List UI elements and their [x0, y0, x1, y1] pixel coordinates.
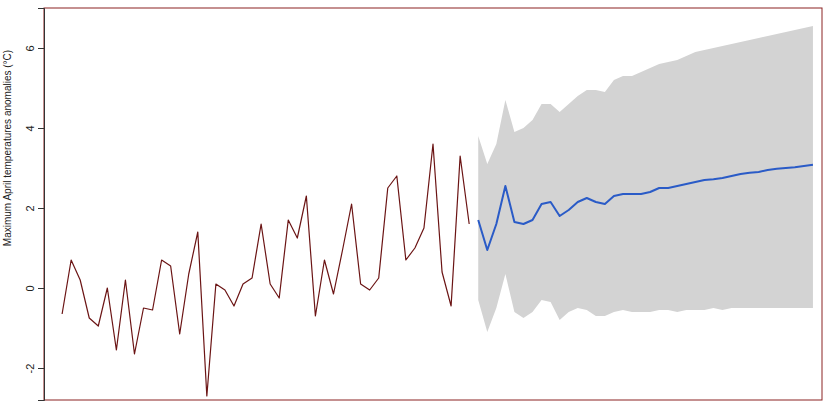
- plot-area: -2 0 2 4 6: [24, 8, 822, 401]
- chart: -2 0 2 4 6 Maximum April temperatures anomali…: [0, 0, 824, 402]
- y-tick-label: 2: [24, 205, 36, 211]
- y-tick-label: -2: [24, 364, 36, 374]
- y-tick-mark: [38, 208, 44, 209]
- y-tick: 6: [24, 45, 44, 51]
- y-axis: -2 0 2 4 6: [24, 9, 45, 401]
- y-tick: 0: [24, 285, 44, 291]
- forecast-line: [478, 165, 813, 250]
- y-axis-line: [38, 9, 45, 401]
- y-tick-mark: [38, 48, 44, 49]
- y-axis-title: Maximum April temperatures anomalies (°C…: [2, 50, 13, 246]
- y-tick-mark: [38, 128, 44, 129]
- y-tick: 2: [24, 205, 44, 211]
- y-tick-label: 4: [24, 125, 36, 131]
- marks: [62, 26, 813, 396]
- y-tick-mark: [38, 368, 44, 369]
- plot-frame: [44, 8, 822, 400]
- y-tick-label: 6: [24, 45, 36, 51]
- confidence-band: [478, 26, 813, 332]
- y-tick: -2: [24, 364, 44, 374]
- y-tick: 4: [24, 125, 44, 131]
- y-tick-label: 0: [24, 285, 36, 291]
- observed-line: [62, 144, 469, 396]
- y-tick-mark: [38, 288, 44, 289]
